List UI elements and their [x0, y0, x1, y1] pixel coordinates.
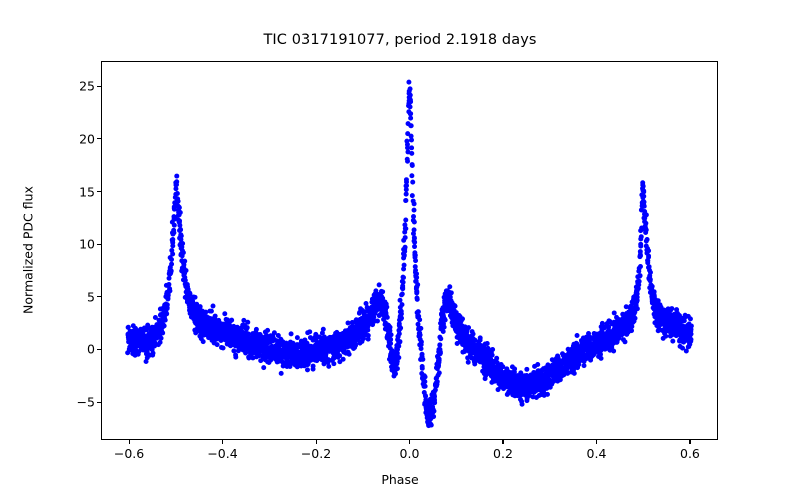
y-tick-label: 5: [87, 289, 95, 305]
y-axis-tick-labels: −5 0 5 10 15 20 25: [55, 0, 95, 500]
x-tick-mark: [128, 440, 130, 444]
x-tick-mark: [222, 440, 224, 444]
y-tick-mark: [97, 138, 101, 140]
y-tick-label: 15: [79, 184, 95, 200]
y-axis-label: Normalized PDC flux: [20, 186, 36, 314]
plot-area: [101, 61, 718, 440]
y-tick-mark: [97, 243, 101, 245]
x-tick-label: 0.6: [680, 446, 700, 461]
x-tick-label: 0.2: [493, 446, 513, 461]
y-tick-mark: [97, 296, 101, 298]
y-tick-mark: [97, 401, 101, 403]
x-tick-label: 0.0: [399, 446, 420, 461]
x-tick-mark: [595, 440, 598, 444]
y-tick-label: 10: [79, 236, 95, 252]
y-tick-mark: [97, 85, 101, 87]
x-axis-tick-labels: −0.6 −0.4 −0.2 0.0 0.2 0.4 0.6: [0, 446, 800, 466]
x-tick-mark: [502, 440, 504, 444]
x-tick-mark: [409, 440, 411, 444]
x-axis-label: Phase: [381, 472, 419, 487]
y-tick-label: 25: [79, 78, 95, 94]
x-tick-label: −0.2: [300, 446, 332, 461]
scatter-series: [125, 79, 694, 429]
x-tick-mark: [689, 440, 691, 444]
y-tick-label: 20: [79, 131, 95, 147]
page-title: TIC 0317191077, period 2.1918 days: [263, 32, 537, 48]
y-tick-mark: [97, 191, 101, 193]
x-tick-label: −0.6: [113, 446, 145, 461]
x-tick-label: 0.4: [586, 446, 607, 461]
x-tick-mark: [315, 440, 317, 444]
y-tick-mark: [97, 348, 101, 351]
y-tick-label: −5: [76, 394, 95, 410]
x-tick-label: −0.4: [207, 446, 238, 461]
y-tick-label: 0: [87, 341, 95, 357]
scatter-data-layer: [102, 62, 717, 439]
